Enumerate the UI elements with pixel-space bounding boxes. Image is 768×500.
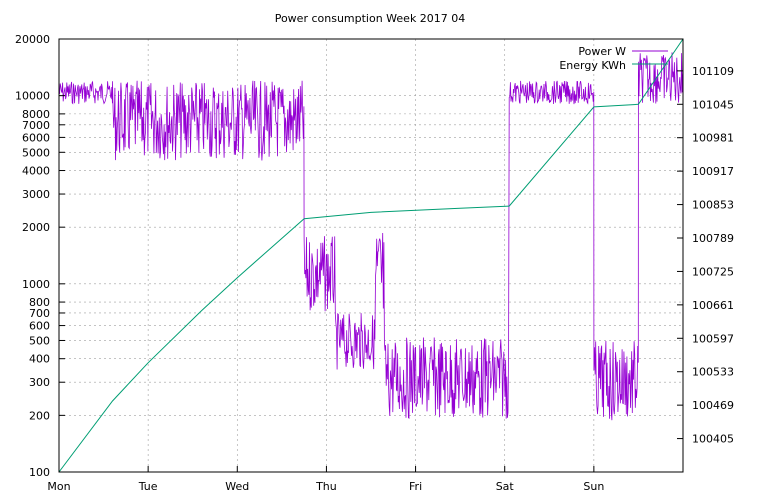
tick-label-y-left: 600 xyxy=(29,320,50,333)
tick-label-y-left: 100 xyxy=(29,466,50,479)
tick-label-y-left: 300 xyxy=(29,376,50,389)
tick-label-y-right: 100533 xyxy=(692,366,734,379)
tick-label-y-right: 100981 xyxy=(692,132,734,145)
tick-label-y-right: 100725 xyxy=(692,265,734,278)
tick-label-y-left: 5000 xyxy=(22,146,50,159)
tick-label-y-right: 100853 xyxy=(692,199,734,212)
tick-label-y-right: 101045 xyxy=(692,98,734,111)
tick-label-y-left: 10000 xyxy=(15,90,50,103)
grid-lines xyxy=(59,39,683,472)
tick-label-y-left: 700 xyxy=(29,307,50,320)
legend-label-energy: Energy KWh xyxy=(559,59,626,72)
tick-label-y-left: 2000 xyxy=(22,221,50,234)
tick-label-x: Sun xyxy=(583,480,604,493)
tick-label-x: Thu xyxy=(315,480,337,493)
tick-label-y-left: 8000 xyxy=(22,108,50,121)
tick-label-y-left: 200 xyxy=(29,409,50,422)
tick-label-y-left: 800 xyxy=(29,296,50,309)
series-power-line xyxy=(58,52,684,421)
tick-label-x: Sat xyxy=(496,480,515,493)
tick-label-y-left: 3000 xyxy=(22,188,50,201)
tick-label-y-left: 4000 xyxy=(22,165,50,178)
tick-label-y-left: 20000 xyxy=(15,33,50,46)
tick-label-x: Mon xyxy=(47,480,70,493)
tick-label-y-right: 100789 xyxy=(692,232,734,245)
tick-label-y-left: 400 xyxy=(29,353,50,366)
tick-label-y-right: 100469 xyxy=(692,399,734,412)
legend-label-power: Power W xyxy=(578,45,626,58)
series-layer xyxy=(58,38,684,473)
tick-label-y-right: 100661 xyxy=(692,299,734,312)
plot-frame xyxy=(58,38,684,473)
series-energy-line xyxy=(58,38,684,473)
tick-label-x: Wed xyxy=(225,480,249,493)
tick-label-y-right: 101109 xyxy=(692,65,734,78)
tick-label-y-left: 500 xyxy=(29,334,50,347)
chart-title: Power consumption Week 2017 04 xyxy=(275,12,466,25)
tick-label-y-left: 6000 xyxy=(22,131,50,144)
tick-label-y-right: 100405 xyxy=(692,433,734,446)
tick-label-y-left: 7000 xyxy=(22,119,50,132)
tick-label-y-right: 100917 xyxy=(692,165,734,178)
legend: Power W Energy KWh xyxy=(559,45,668,72)
tick-label-x: Tue xyxy=(138,480,158,493)
tick-label-y-left: 1000 xyxy=(22,278,50,291)
tick-label-y-right: 100597 xyxy=(692,332,734,345)
tick-label-x: Fri xyxy=(409,480,422,493)
